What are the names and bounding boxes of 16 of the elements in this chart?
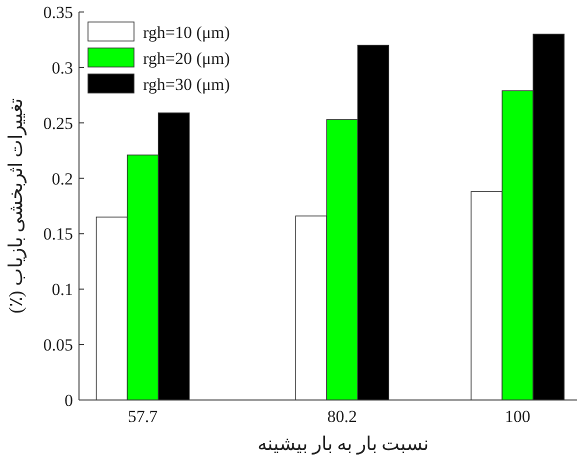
y-tick-label: 0 bbox=[64, 391, 73, 410]
x-tick-label: 100 bbox=[504, 407, 530, 426]
legend-label: rgh=30 (μm) bbox=[143, 75, 230, 94]
y-tick-label: 0.35 bbox=[43, 3, 73, 22]
y-tick-label: 0.05 bbox=[43, 336, 73, 355]
legend-label: rgh=20 (μm) bbox=[143, 49, 230, 68]
legend-label: rgh=10 (μm) bbox=[143, 23, 230, 42]
y-tick-label: 0.15 bbox=[43, 224, 73, 244]
y-tick-label: 0.1 bbox=[52, 280, 73, 300]
y-tick-label: 0.25 bbox=[43, 114, 73, 133]
x-axis-title: نسبت بار به بار بیشینه bbox=[258, 434, 428, 455]
y-tick-label: 0.2 bbox=[52, 169, 73, 188]
x-tick-label: 57.7 bbox=[128, 407, 158, 426]
y-axis-title: تغییرات اثربخشی بازیاب (٪) bbox=[6, 98, 27, 314]
x-tick-label: 80.2 bbox=[327, 407, 358, 426]
y-tick-label: 0.3 bbox=[52, 58, 73, 78]
